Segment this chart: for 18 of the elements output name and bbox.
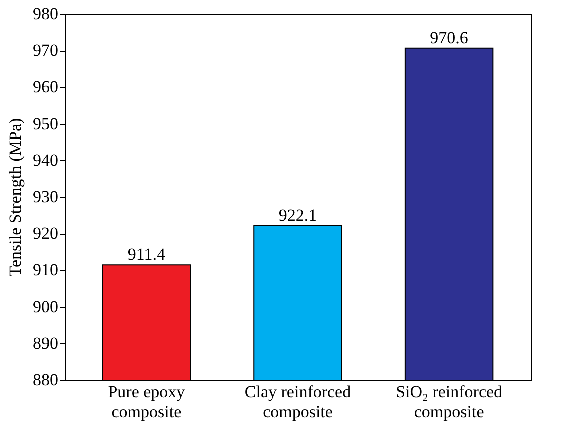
- y-tick-label: 950: [33, 114, 58, 134]
- data-label: 970.6: [430, 28, 468, 48]
- y-tick-label: 940: [33, 150, 58, 170]
- y-tick-label: 920: [33, 224, 58, 244]
- y-tick-label: 880: [33, 370, 58, 390]
- y-tick-label: 890: [33, 334, 58, 353]
- y-tick-label: 980: [33, 4, 58, 24]
- x-tick-label: Pure epoxy composite: [108, 382, 186, 422]
- y-tick-label: 910: [33, 260, 58, 280]
- y-tick-label: 930: [33, 188, 58, 206]
- data-label: 911.4: [128, 245, 166, 264]
- data-label: 922.1: [278, 206, 318, 225]
- y-axis-title: Tensile Strength (MPa): [6, 118, 25, 277]
- x-tick-label: Clay reinforced composite: [244, 382, 352, 422]
- y-tick-label: 970: [33, 41, 58, 60]
- x-tick-label: SiO₂ reinforced composite: [396, 382, 504, 422]
- y-tick-label: 960: [33, 78, 58, 97]
- y-tick-label: 900: [33, 297, 58, 316]
